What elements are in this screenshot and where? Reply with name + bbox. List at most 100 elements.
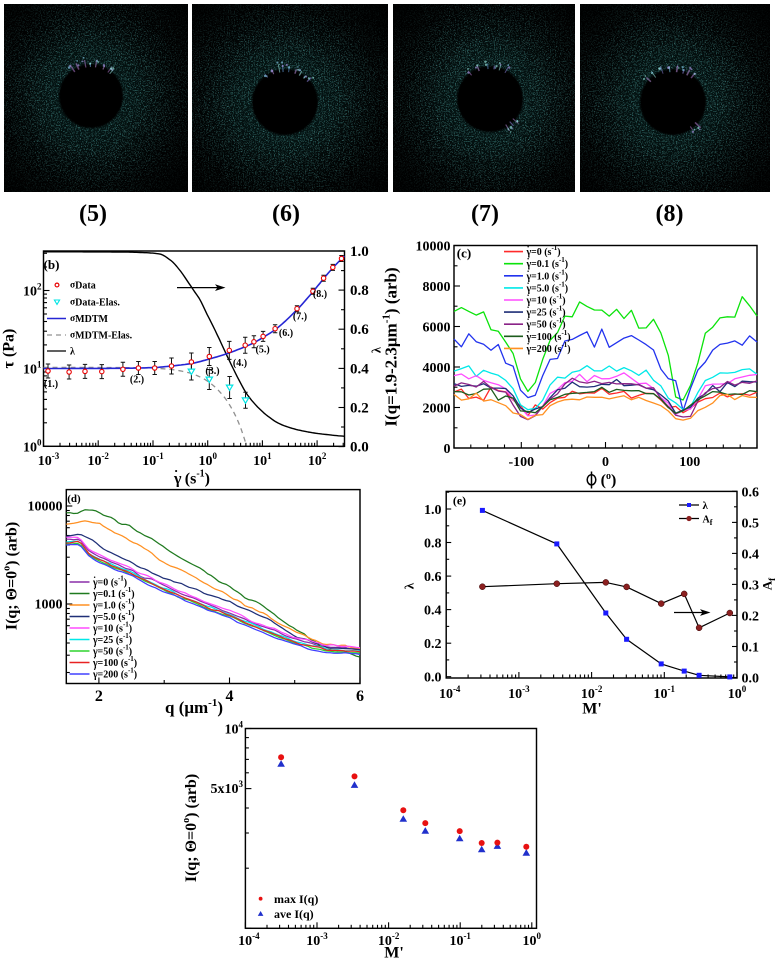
svg-text:0: 0 xyxy=(602,455,609,470)
svg-text:(4.): (4.) xyxy=(233,358,247,369)
svg-text:λ: λ xyxy=(402,582,417,589)
svg-text:10-2: 10-2 xyxy=(87,451,109,469)
svg-text:0.5: 0.5 xyxy=(742,516,760,531)
svg-text:(c): (c) xyxy=(457,246,471,261)
svg-text:10-1: 10-1 xyxy=(654,684,676,702)
svg-text:γ.=50 (s-1): γ.=50 (s-1) xyxy=(92,639,132,658)
svg-text:I(q; Θ=0o) (arb): I(q; Θ=0o) (arb) xyxy=(2,522,21,630)
svg-text:(5.): (5.) xyxy=(256,344,270,355)
svg-text:0.4: 0.4 xyxy=(350,361,369,377)
svg-text:10-1: 10-1 xyxy=(449,931,471,949)
svg-text:100: 100 xyxy=(198,451,217,469)
svg-text:101: 101 xyxy=(23,359,42,377)
svg-text:γ.=0 (s-1): γ.=0 (s-1) xyxy=(526,240,561,259)
svg-text:λ: λ xyxy=(70,347,75,358)
svg-text:0.2: 0.2 xyxy=(350,401,369,417)
svg-text:100: 100 xyxy=(728,684,747,702)
svg-text:0.2: 0.2 xyxy=(742,609,760,624)
svg-text:10000: 10000 xyxy=(28,500,63,515)
svg-text:4: 4 xyxy=(226,688,234,705)
svg-text:(7.): (7.) xyxy=(293,312,307,323)
svg-text:λ: λ xyxy=(370,346,384,353)
svg-text:q (μm-1): q (μm-1) xyxy=(165,697,223,717)
svg-text:100: 100 xyxy=(23,437,42,455)
svg-text:10000: 10000 xyxy=(416,240,451,255)
svg-text:(1.): (1.) xyxy=(44,379,58,390)
svg-text:10-1: 10-1 xyxy=(142,451,164,469)
svg-text:γ.=25 (s-1): γ.=25 (s-1) xyxy=(526,300,566,319)
svg-text:I(q=1.9-2.3μm-1) (arb): I(q=1.9-2.3μm-1) (arb) xyxy=(381,267,401,426)
svg-text:0.1: 0.1 xyxy=(742,641,760,656)
svg-text:τ (Pa): τ (Pa) xyxy=(1,329,18,369)
svg-text:γ.=1.0 (s-1): γ.=1.0 (s-1) xyxy=(526,264,569,283)
svg-text:6: 6 xyxy=(356,688,364,705)
svg-text:Af: Af xyxy=(703,515,713,528)
svg-text:γ.=50 (s-1): γ.=50 (s-1) xyxy=(526,312,566,331)
svg-text:10-3: 10-3 xyxy=(508,684,530,702)
svg-text:γ.=5.0 (s-1): γ.=5.0 (s-1) xyxy=(526,276,569,295)
svg-text:(2.): (2.) xyxy=(130,375,144,386)
svg-text:max I(q): max I(q) xyxy=(274,892,318,906)
svg-text:10-3: 10-3 xyxy=(306,931,328,949)
svg-text:1000: 1000 xyxy=(35,598,63,613)
svg-text:Af: Af xyxy=(760,577,778,590)
svg-text:σMDTM: σMDTM xyxy=(70,314,109,325)
svg-text:ave I(q): ave I(q) xyxy=(274,907,314,921)
svg-text:γ.=25 (s-1): γ.=25 (s-1) xyxy=(92,628,132,647)
svg-text:γ.=100 (s-1): γ.=100 (s-1) xyxy=(92,651,137,670)
svg-text:(b): (b) xyxy=(44,257,60,272)
svg-text:5x103: 5x103 xyxy=(211,779,244,797)
svg-text:0.2: 0.2 xyxy=(424,637,442,652)
svg-text:102: 102 xyxy=(308,451,327,469)
svg-text:(e): (e) xyxy=(453,494,466,508)
svg-text:γ.=200 (s-1): γ.=200 (s-1) xyxy=(92,662,137,681)
svg-text:8000: 8000 xyxy=(423,280,451,295)
svg-text:4000: 4000 xyxy=(423,361,451,376)
svg-text:γ.=200 (s-1): γ.=200 (s-1) xyxy=(526,336,571,355)
svg-text:(6.): (6.) xyxy=(279,328,293,339)
svg-text:γ.=1.0 (s-1): γ.=1.0 (s-1) xyxy=(92,593,135,612)
svg-text:0.6: 0.6 xyxy=(424,570,442,585)
svg-text:σData: σData xyxy=(70,281,96,292)
svg-text:γ.=0 (s-1): γ.=0 (s-1) xyxy=(92,570,127,589)
svg-text:0.6: 0.6 xyxy=(742,485,760,500)
svg-text:102: 102 xyxy=(23,282,42,300)
svg-text:0.4: 0.4 xyxy=(742,547,760,562)
svg-text:γ.=10 (s-1): γ.=10 (s-1) xyxy=(92,616,132,635)
svg-text:(d): (d) xyxy=(67,493,81,505)
svg-text:1.0: 1.0 xyxy=(424,503,442,518)
svg-text:100: 100 xyxy=(523,931,542,949)
svg-text:10-4: 10-4 xyxy=(238,931,260,949)
svg-text:101: 101 xyxy=(253,451,272,469)
svg-text:0.8: 0.8 xyxy=(424,537,442,552)
svg-text:λ: λ xyxy=(703,500,709,512)
svg-text:0.3: 0.3 xyxy=(742,578,760,593)
svg-text:σData-Elas.: σData-Elas. xyxy=(70,298,120,309)
svg-text:γ.=0.1 (s-1): γ.=0.1 (s-1) xyxy=(92,582,135,601)
svg-text:100: 100 xyxy=(679,455,700,470)
svg-text:(3.): (3.) xyxy=(205,366,219,377)
svg-text:γ.=5.0 (s-1): γ.=5.0 (s-1) xyxy=(92,605,135,624)
svg-text:0.6: 0.6 xyxy=(350,322,369,338)
svg-text:-100: -100 xyxy=(508,455,534,470)
svg-text:0.0: 0.0 xyxy=(350,440,369,456)
svg-text:0.0: 0.0 xyxy=(424,671,442,686)
svg-text:(o): (o) xyxy=(601,471,617,489)
svg-text:M': M' xyxy=(582,701,602,718)
svg-text:10-2: 10-2 xyxy=(581,684,603,702)
svg-text:I(q; Θ=0o) (arb): I(q; Θ=0o) (arb) xyxy=(181,774,200,882)
svg-text:0.8: 0.8 xyxy=(350,283,369,299)
svg-text:σMDTM-Elas.: σMDTM-Elas. xyxy=(70,331,133,342)
svg-text:2000: 2000 xyxy=(423,402,451,417)
svg-text:6000: 6000 xyxy=(423,321,451,336)
svg-text:10-4: 10-4 xyxy=(439,684,461,702)
svg-text:2: 2 xyxy=(95,688,103,705)
svg-text:0.0: 0.0 xyxy=(742,672,760,687)
svg-text:(8.): (8.) xyxy=(313,289,327,300)
svg-text:γ.=10 (s-1): γ.=10 (s-1) xyxy=(526,288,566,307)
svg-text:104: 104 xyxy=(225,720,244,738)
svg-text:10-3: 10-3 xyxy=(38,451,60,469)
svg-text:1.0: 1.0 xyxy=(350,244,369,260)
svg-text:0.4: 0.4 xyxy=(424,604,442,619)
svg-text:γ.=0.1 (s-1): γ.=0.1 (s-1) xyxy=(526,252,569,271)
